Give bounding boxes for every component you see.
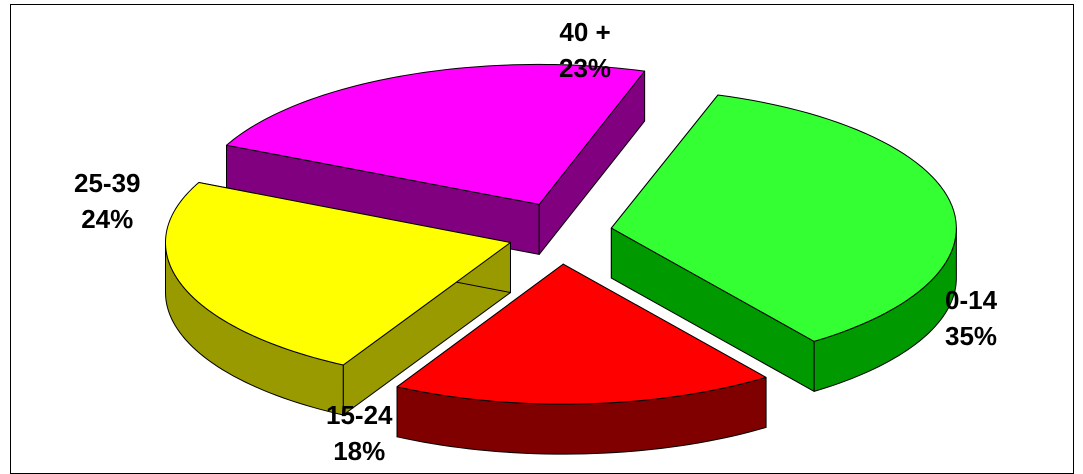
slice-category-label: 40 + [559, 17, 611, 47]
slice-top-face [165, 181, 511, 366]
pie-slice-25-39 [164, 181, 511, 416]
slice-top-face [226, 63, 646, 205]
slice-category-label: 25-39 [74, 168, 141, 198]
slice-percent-label: 24% [81, 204, 134, 234]
slice-label-15-24: 15-24 18% [326, 397, 393, 469]
slice-percent-label: 35% [945, 321, 998, 351]
slice-top-face [610, 94, 957, 342]
slice-label-40-plus: 40 + 23% [559, 14, 611, 86]
pie-chart [164, 63, 957, 455]
slice-label-25-39: 25-39 24% [74, 165, 141, 237]
slice-category-label: 15-24 [326, 400, 393, 430]
slice-label-0-14: 0-14 35% [945, 282, 997, 354]
slice-percent-label: 23% [559, 53, 612, 83]
slice-top-face [396, 263, 767, 405]
pie-slice-40- [226, 63, 646, 255]
slice-category-label: 0-14 [945, 285, 998, 315]
pie-slice-0-14 [610, 94, 957, 392]
slice-percent-label: 18% [333, 436, 386, 466]
pie-slice-15-24 [396, 263, 767, 455]
